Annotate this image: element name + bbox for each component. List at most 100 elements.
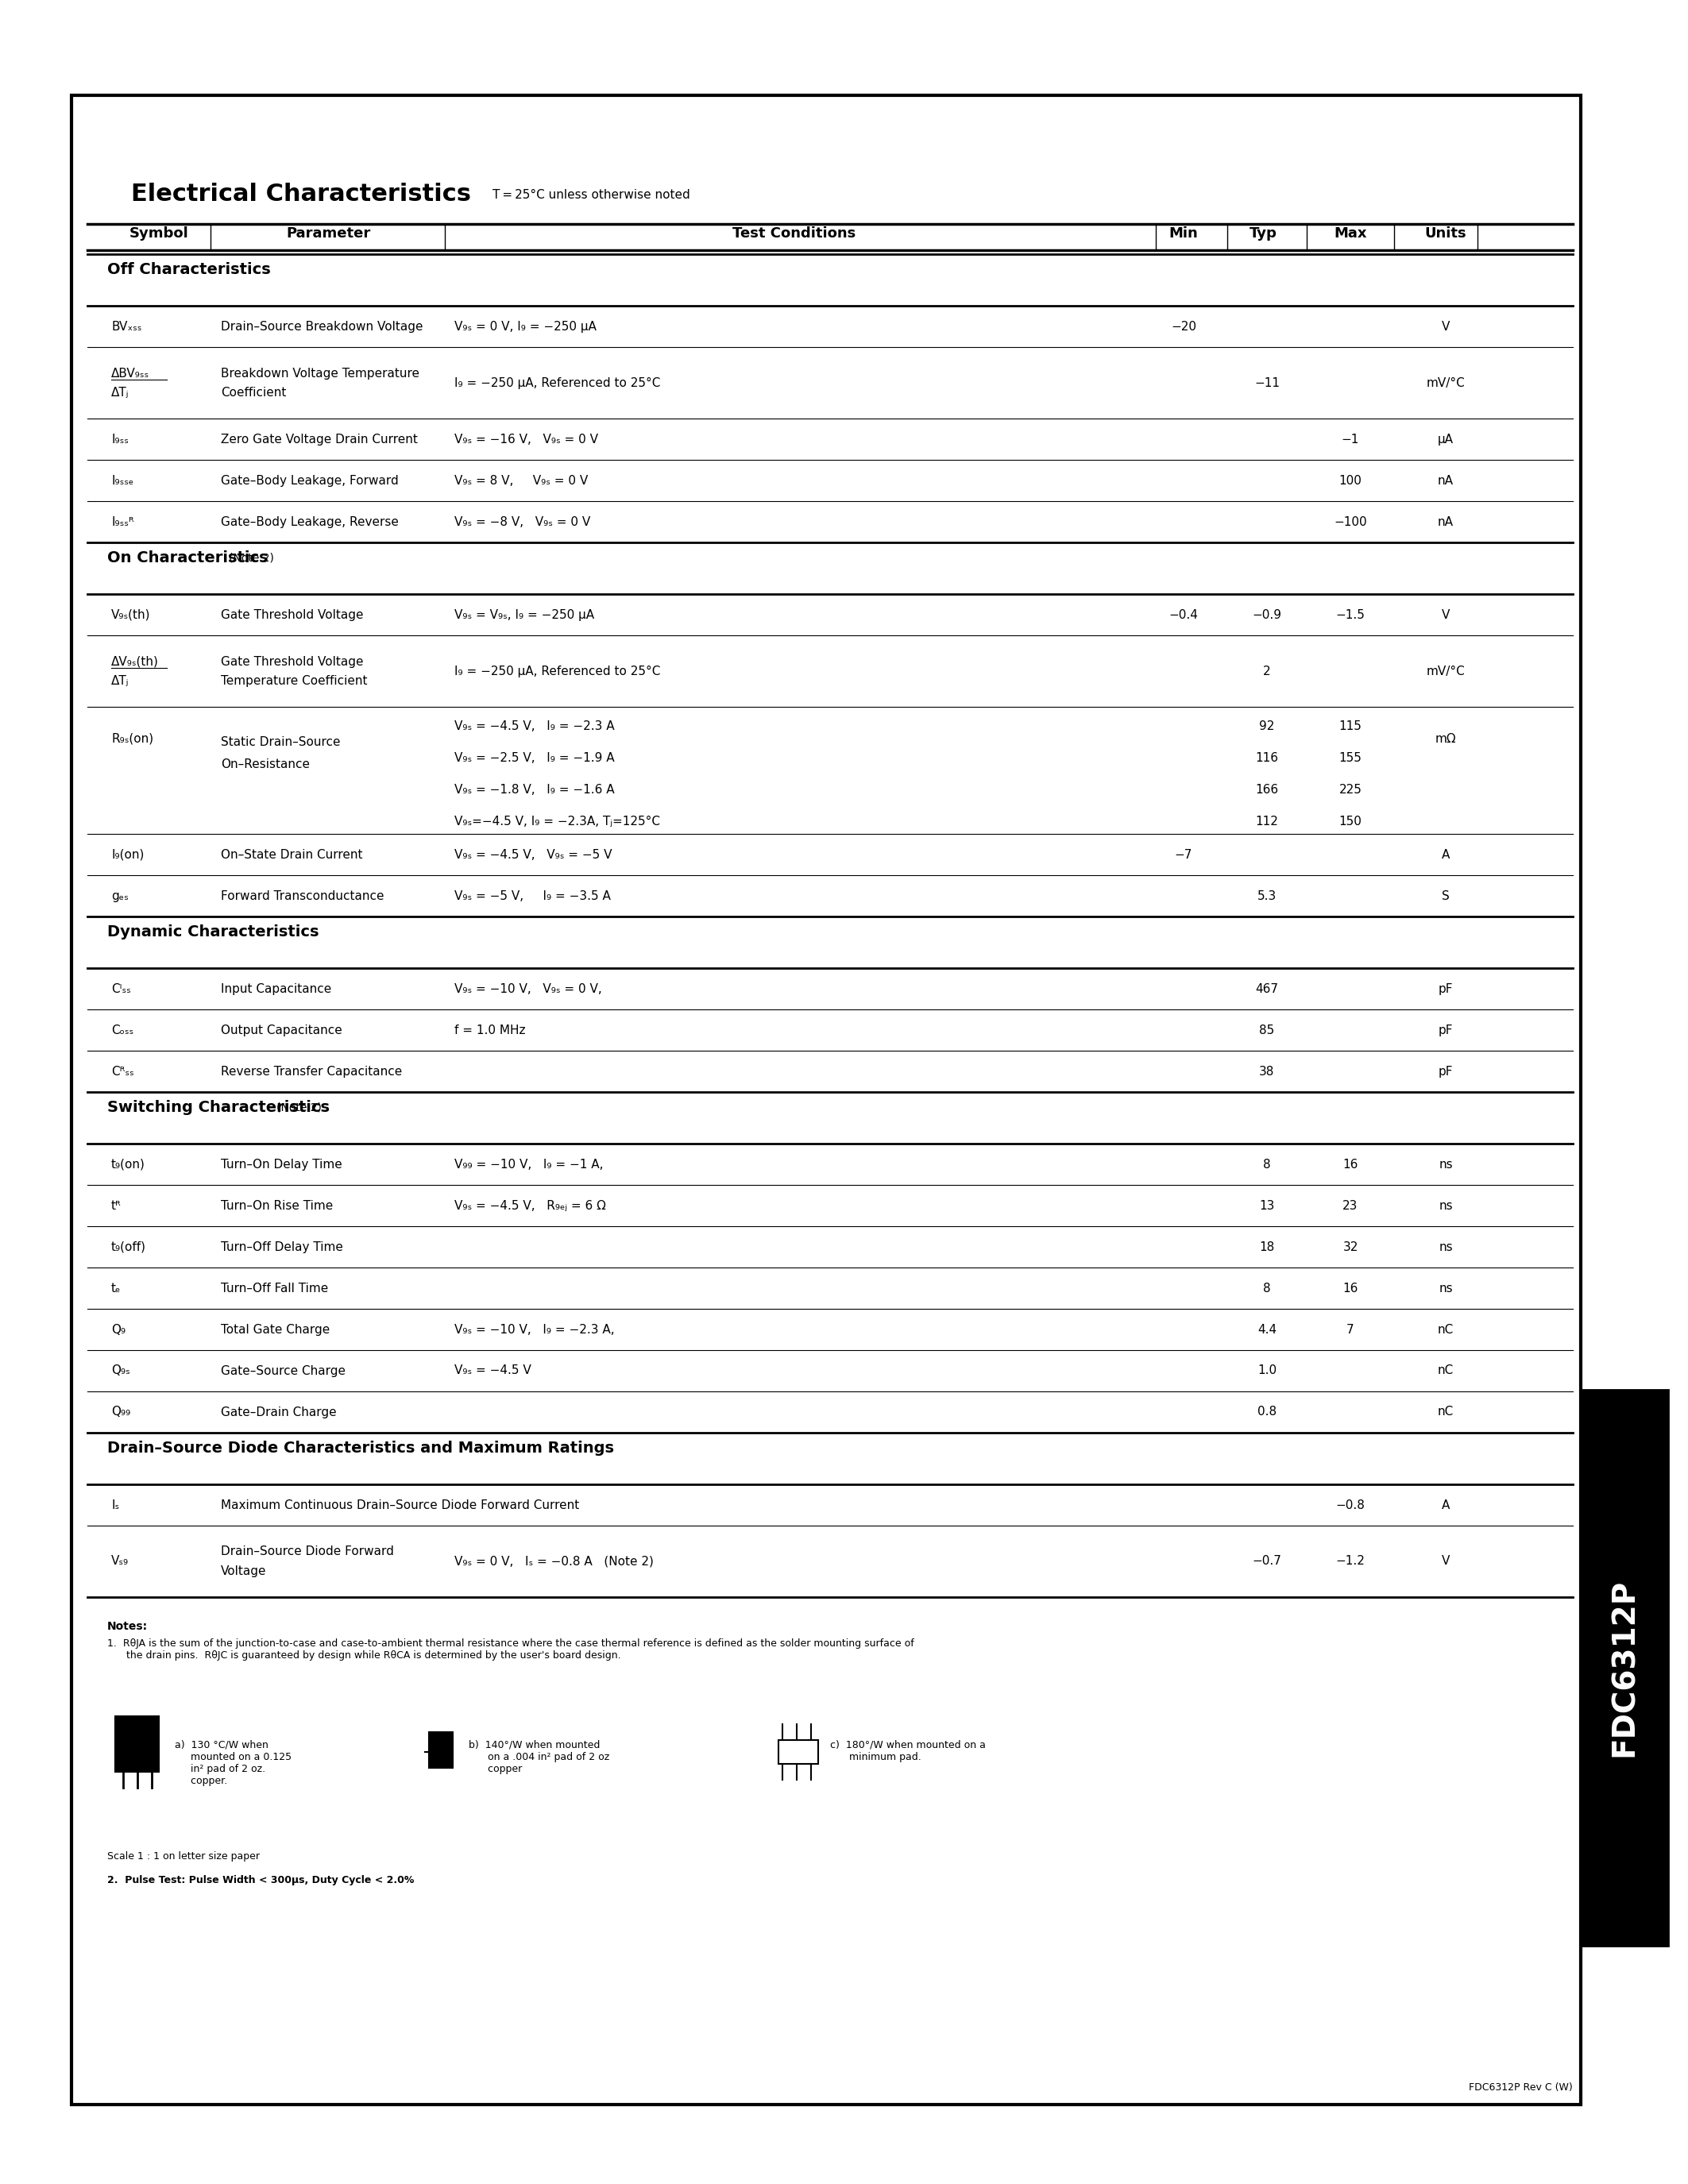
Text: Gate–Drain Charge: Gate–Drain Charge [221, 1406, 336, 1417]
Text: 7: 7 [1347, 1324, 1354, 1334]
Text: Max: Max [1334, 227, 1367, 240]
Text: 150: 150 [1339, 815, 1362, 828]
Text: −1.5: −1.5 [1335, 609, 1366, 620]
Text: Units: Units [1425, 227, 1467, 240]
Text: nC: nC [1438, 1324, 1453, 1334]
Text: Gate Threshold Voltage: Gate Threshold Voltage [221, 609, 363, 620]
Text: 115: 115 [1339, 721, 1362, 732]
Text: R₉ₛ(on): R₉ₛ(on) [111, 732, 154, 745]
Text: −100: −100 [1334, 515, 1367, 529]
Text: Q₉ₛ: Q₉ₛ [111, 1365, 130, 1376]
Text: A: A [1442, 1498, 1450, 1511]
Text: 85: 85 [1259, 1024, 1274, 1035]
Text: Typ: Typ [1249, 227, 1276, 240]
Text: V₉ₛ = −8 V,   V₉ₛ = 0 V: V₉ₛ = −8 V, V₉ₛ = 0 V [454, 515, 591, 529]
Text: Q₉: Q₉ [111, 1324, 125, 1334]
Text: On–State Drain Current: On–State Drain Current [221, 850, 363, 860]
Text: 8: 8 [1263, 1282, 1271, 1295]
Text: pF: pF [1438, 983, 1453, 994]
Text: Static Drain–Source: Static Drain–Source [221, 736, 341, 749]
Text: V₉ₛ = −2.5 V,   I₉ = −1.9 A: V₉ₛ = −2.5 V, I₉ = −1.9 A [454, 751, 614, 764]
Text: ΔBV₉ₛₛ: ΔBV₉ₛₛ [111, 367, 150, 380]
Text: nC: nC [1438, 1406, 1453, 1417]
Text: 92: 92 [1259, 721, 1274, 732]
Text: Turn–Off Fall Time: Turn–Off Fall Time [221, 1282, 327, 1295]
Text: I₉(on): I₉(on) [111, 850, 143, 860]
Text: 0.8: 0.8 [1258, 1406, 1276, 1417]
Text: V: V [1442, 321, 1450, 332]
Text: tₑ: tₑ [111, 1282, 122, 1295]
Text: V₉ₛ = 8 V,     V₉ₛ = 0 V: V₉ₛ = 8 V, V₉ₛ = 0 V [454, 474, 587, 487]
Text: 16: 16 [1342, 1282, 1359, 1295]
Text: −20: −20 [1171, 321, 1197, 332]
Text: V₉ₛ(th): V₉ₛ(th) [111, 609, 150, 620]
Text: Breakdown Voltage Temperature: Breakdown Voltage Temperature [221, 367, 419, 380]
Text: mV/°C: mV/°C [1426, 666, 1465, 677]
Text: FDC6312P: FDC6312P [1609, 1579, 1639, 1756]
Text: I₉ₛₛₑ: I₉ₛₛₑ [111, 474, 133, 487]
Text: Temperature Coefficient: Temperature Coefficient [221, 675, 368, 686]
Text: 23: 23 [1342, 1199, 1359, 1212]
Text: Cᴿₛₛ: Cᴿₛₛ [111, 1066, 133, 1077]
Text: t₉(off): t₉(off) [111, 1241, 147, 1254]
Text: gₑₛ: gₑₛ [111, 889, 128, 902]
Text: 2: 2 [1263, 666, 1271, 677]
Text: Switching Characteristics: Switching Characteristics [108, 1101, 329, 1116]
Text: Zero Gate Voltage Drain Current: Zero Gate Voltage Drain Current [221, 432, 417, 446]
Text: Min: Min [1170, 227, 1198, 240]
Text: V₉ₛ = 0 V,   Iₛ = −0.8 A   (Note 2): V₉ₛ = 0 V, Iₛ = −0.8 A (Note 2) [454, 1555, 653, 1568]
Text: Notes:: Notes: [108, 1621, 149, 1631]
Text: V₉ₛ = −4.5 V: V₉ₛ = −4.5 V [454, 1365, 532, 1376]
Text: Output Capacitance: Output Capacitance [221, 1024, 343, 1035]
Text: BVₓₛₛ: BVₓₛₛ [111, 321, 142, 332]
Text: −1: −1 [1342, 432, 1359, 446]
Text: ns: ns [1438, 1241, 1453, 1254]
Text: μA: μA [1438, 432, 1453, 446]
Text: Cᴵₛₛ: Cᴵₛₛ [111, 983, 132, 994]
Text: 32: 32 [1342, 1241, 1359, 1254]
Text: −0.7: −0.7 [1252, 1555, 1281, 1568]
Text: b)  140°/W when mounted
      on a .004 in² pad of 2 oz
      copper: b) 140°/W when mounted on a .004 in² pad… [469, 1741, 609, 1773]
Text: nA: nA [1438, 515, 1453, 529]
Text: Gate–Body Leakage, Forward: Gate–Body Leakage, Forward [221, 474, 398, 487]
Text: On Characteristics: On Characteristics [108, 550, 268, 566]
Text: 18: 18 [1259, 1241, 1274, 1254]
Text: (Note 2): (Note 2) [230, 553, 273, 563]
Text: mΩ: mΩ [1435, 732, 1457, 745]
Text: 38: 38 [1259, 1066, 1274, 1077]
Text: Gate–Body Leakage, Reverse: Gate–Body Leakage, Reverse [221, 515, 398, 529]
Text: ΔV₉ₛ(th): ΔV₉ₛ(th) [111, 655, 159, 668]
Text: V₉ₛ=−4.5 V, I₉ = −2.3A, Tⱼ=125°C: V₉ₛ=−4.5 V, I₉ = −2.3A, Tⱼ=125°C [454, 815, 660, 828]
Text: Turn–On Rise Time: Turn–On Rise Time [221, 1199, 333, 1212]
Text: 155: 155 [1339, 751, 1362, 764]
Text: Dynamic Characteristics: Dynamic Characteristics [108, 924, 319, 939]
Text: 4.4: 4.4 [1258, 1324, 1276, 1334]
Text: V₉ₛ = −10 V,   V₉ₛ = 0 V,: V₉ₛ = −10 V, V₉ₛ = 0 V, [454, 983, 603, 994]
Text: Drain–Source Breakdown Voltage: Drain–Source Breakdown Voltage [221, 321, 424, 332]
Bar [115, 1717, 159, 1771]
Text: 166: 166 [1256, 784, 1278, 795]
Text: Drain–Source Diode Forward: Drain–Source Diode Forward [221, 1546, 393, 1557]
Text: Scale 1 : 1 on letter size paper: Scale 1 : 1 on letter size paper [108, 1852, 260, 1861]
Text: ΔTⱼ: ΔTⱼ [111, 675, 128, 686]
Text: −11: −11 [1254, 378, 1280, 389]
Text: Voltage: Voltage [221, 1566, 267, 1577]
Text: a)  130 °C/W when
     mounted on a 0.125
     in² pad of 2 oz.
     copper.: a) 130 °C/W when mounted on a 0.125 in² … [176, 1741, 292, 1787]
Text: Forward Transconductance: Forward Transconductance [221, 889, 385, 902]
Text: Iₛ: Iₛ [111, 1498, 120, 1511]
Text: V: V [1442, 1555, 1450, 1568]
Text: FDC6312P Rev C (W): FDC6312P Rev C (W) [1469, 2081, 1573, 2092]
Text: ns: ns [1438, 1199, 1453, 1212]
Text: S: S [1442, 889, 1450, 902]
Text: Vₛ₉: Vₛ₉ [111, 1555, 128, 1568]
Text: Coefficient: Coefficient [221, 387, 287, 397]
Text: Electrical Characteristics: Electrical Characteristics [132, 183, 471, 205]
Text: −1.2: −1.2 [1335, 1555, 1366, 1568]
Text: pF: pF [1438, 1024, 1453, 1035]
Text: Q₉₉: Q₉₉ [111, 1406, 130, 1417]
Text: V: V [1442, 609, 1450, 620]
Text: tᴿ: tᴿ [111, 1199, 122, 1212]
Text: mV/°C: mV/°C [1426, 378, 1465, 389]
Text: 112: 112 [1256, 815, 1278, 828]
Text: Symbol: Symbol [130, 227, 189, 240]
